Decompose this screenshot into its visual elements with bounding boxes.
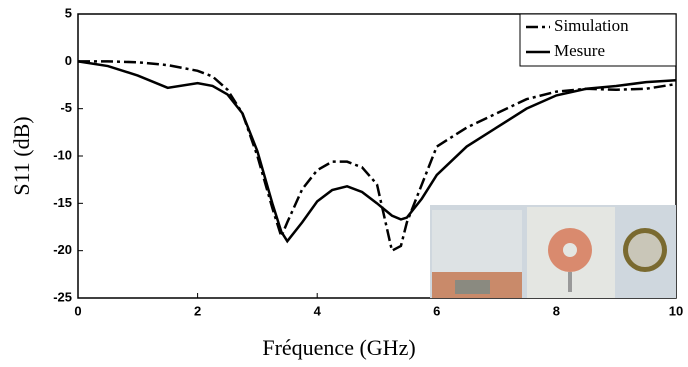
series-line <box>77 60 677 244</box>
x-tick-label: 6 <box>433 303 440 318</box>
series-line <box>78 60 677 253</box>
legend-label: Mesure <box>554 41 605 60</box>
x-tick-label: 2 <box>194 303 201 318</box>
legend-label: Simulation <box>554 16 629 35</box>
legend-box <box>519 13 677 67</box>
antenna-photo <box>430 205 676 298</box>
y-tick-label: 0 <box>65 53 72 68</box>
y-tick-label: -15 <box>53 195 72 210</box>
y-tick-label: -5 <box>60 100 72 115</box>
x-axis-label: Fréquence (GHz) <box>262 335 415 360</box>
x-tick-label: 0 <box>74 303 81 318</box>
x-tick-label: 4 <box>314 303 322 318</box>
y-tick-label: -20 <box>53 242 72 257</box>
y-axis-label: S11 (dB) <box>9 116 34 195</box>
y-tick-label: -25 <box>53 289 72 304</box>
x-tick-label: 10 <box>669 303 683 318</box>
y-tick-label: -10 <box>53 147 72 162</box>
x-tick-label: 8 <box>553 303 560 318</box>
y-tick-label: 5 <box>65 5 72 20</box>
